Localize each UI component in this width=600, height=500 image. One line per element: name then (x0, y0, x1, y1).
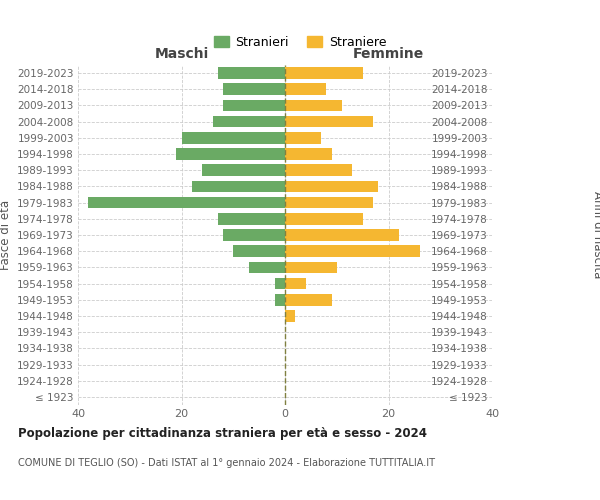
Bar (285, 294, 332, 306)
Text: Anni di nascita: Anni di nascita (590, 192, 600, 278)
Bar (176, 148, 285, 160)
Text: Maschi: Maschi (154, 47, 209, 61)
Bar (212, 116, 285, 128)
Bar (285, 229, 399, 241)
Bar (285, 68, 362, 79)
Bar (285, 100, 342, 112)
Bar (88, 197, 285, 208)
Bar (285, 164, 352, 176)
Bar (285, 180, 378, 192)
Text: Popolazione per cittadinanza straniera per età e sesso - 2024: Popolazione per cittadinanza straniera p… (18, 428, 427, 440)
Bar (223, 84, 285, 95)
Bar (192, 180, 285, 192)
Bar (285, 310, 295, 322)
Text: Femmine: Femmine (353, 47, 424, 61)
Y-axis label: Fasce di età: Fasce di età (0, 200, 11, 270)
Bar (182, 132, 285, 143)
Bar (202, 164, 285, 176)
Bar (285, 246, 419, 257)
Bar (218, 68, 285, 79)
Bar (233, 246, 285, 257)
Bar (275, 278, 285, 289)
Bar (285, 84, 326, 95)
Bar (275, 294, 285, 306)
Bar (223, 229, 285, 241)
Bar (285, 213, 362, 224)
Bar (218, 213, 285, 224)
Text: COMUNE DI TEGLIO (SO) - Dati ISTAT al 1° gennaio 2024 - Elaborazione TUTTITALIA.: COMUNE DI TEGLIO (SO) - Dati ISTAT al 1°… (18, 458, 435, 468)
Bar (285, 116, 373, 128)
Bar (223, 100, 285, 112)
Bar (285, 148, 332, 160)
Bar (285, 132, 321, 143)
Legend: Stranieri, Straniere: Stranieri, Straniere (208, 30, 392, 55)
Bar (249, 262, 285, 273)
Bar (285, 262, 337, 273)
Bar (285, 197, 373, 208)
Bar (285, 278, 306, 289)
